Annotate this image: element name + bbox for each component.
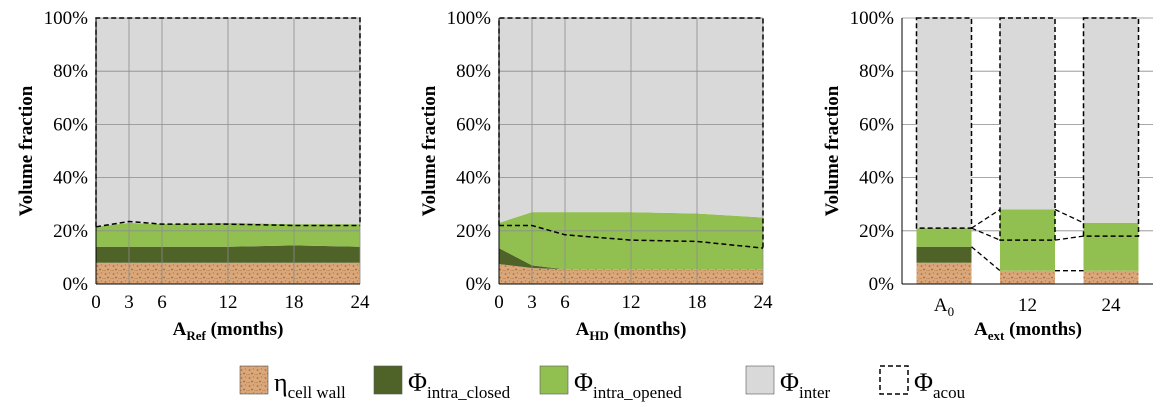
x-tick-label: 12 [622,292,641,313]
category-label: 12 [1018,295,1037,316]
y-tick-label: 40% [859,168,894,189]
x-axis-title: AHD (months) [576,319,687,343]
x-tick-label: 24 [754,292,774,313]
chart-panel-1: 0 3 6 12 18 24 0% 20% 40% 60% 80% 100% Volume fracti… [16,8,370,343]
legend-label: Φintra_closed [408,368,511,402]
legend-swatch [373,365,403,395]
acou-line [95,220,360,228]
area-intra_closed [499,248,763,270]
y-tick-label: 80% [456,61,491,82]
bar-inter [916,18,972,229]
y-tick-label: 0% [869,274,895,295]
x-tick-label: 0 [91,292,101,313]
acou-box [1082,17,1140,237]
acou-outline [498,17,764,249]
acou-box [915,17,973,229]
x-tick-label: 18 [285,292,304,313]
chart-panel-2: 0 3 6 12 18 24 0% 20% 40% 60% 80% 100% Volume fracti… [419,8,773,343]
legend-swatch [879,365,909,395]
legend: ηcell wall Φintra_closed Φintra_opened Φint… [239,365,966,402]
y-tick-label: 100% [447,8,492,29]
bar-intra_opened [1083,222,1139,271]
y-tick-label: 20% [53,221,88,242]
y-tick-label: 20% [456,221,491,242]
legend-swatch [539,365,569,395]
y-tick-label: 60% [53,114,88,135]
legend-item-acou: Φacou [879,365,966,402]
y-tick-label: 60% [859,114,894,135]
legend-label: Φinter [780,368,831,402]
y-tick-label: 60% [456,114,491,135]
connector-line [971,208,1001,229]
category-label: A0 [934,295,954,319]
bar-intra_closed [916,246,972,263]
legend-item-inter: Φinter [745,365,831,402]
legend-item-intra_closed: Φintra_closed [373,365,511,402]
y-tick-label: 0% [466,274,492,295]
acou-line [499,224,764,249]
y-tick-label: 40% [456,168,491,189]
y-axis-title: Volume fraction [419,85,440,216]
y-tick-label: 100% [44,8,89,29]
legend-item-cell_wall: ηcell wall [239,365,346,402]
x-tick-label: 3 [124,292,134,313]
x-tick-label: 6 [560,292,570,313]
legend-item-intra_opened: Φintra_opened [539,365,682,402]
legend-swatch [239,365,269,395]
y-tick-label: 80% [859,61,894,82]
chart-panel-3: A0 12 24 0% 20% 40% 60% 80% 100% Volume fraction A… [822,8,1153,343]
bar-intra_opened [916,228,972,247]
legend-label: ηcell wall [274,368,346,402]
bar-cell_wall [1083,270,1139,284]
x-tick-label: 18 [688,292,707,313]
x-tick-label: 12 [219,292,238,313]
category-label: 24 [1102,295,1122,316]
bar-inter [1000,18,1055,210]
x-tick-label: 0 [494,292,504,313]
x-tick-label: 24 [351,292,371,313]
connector-line [971,246,1001,272]
y-tick-label: 100% [850,8,895,29]
bar-inter [1083,18,1139,223]
legend-label: Φintra_opened [574,368,682,402]
y-axis-title: Volume fraction [16,85,37,216]
y-tick-label: 0% [63,274,89,295]
y-tick-label: 40% [53,168,88,189]
connector-line [1054,235,1084,241]
x-tick-label: 3 [527,292,537,313]
legend-label: Φacou [914,368,966,402]
x-tick-label: 6 [157,292,167,313]
y-tick-label: 20% [859,221,894,242]
connector-line [971,227,1001,241]
x-axis-title: ARef (months) [173,319,284,343]
acou-box [999,17,1056,241]
legend-swatch [745,365,775,395]
connector-line [1054,208,1084,224]
y-axis-title: Volume fraction [822,85,843,216]
bar-cell_wall [916,262,972,284]
bar-cell_wall [1000,270,1055,284]
y-tick-label: 80% [53,61,88,82]
x-axis-title: Aext (months) [974,319,1082,343]
